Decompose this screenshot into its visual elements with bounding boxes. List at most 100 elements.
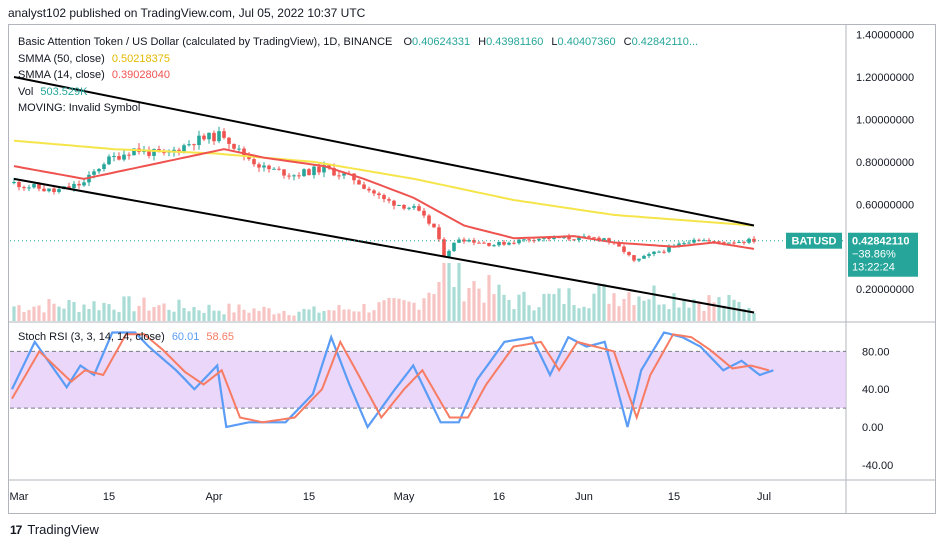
- volume-bar: [132, 311, 136, 321]
- volume-bar: [682, 299, 686, 321]
- legend-moving: MOVING: Invalid Symbol: [18, 102, 140, 114]
- price-tag-value: 0.42842110: [852, 236, 910, 248]
- price-tick-label: 1.00000000: [856, 114, 914, 126]
- time-tick-label: Mar: [10, 491, 29, 503]
- tradingview-logo-icon: 17: [10, 522, 22, 537]
- volume-bar: [192, 307, 196, 321]
- volume-bar: [687, 307, 691, 321]
- volume-bar: [147, 310, 151, 321]
- candle-body: [212, 132, 216, 142]
- candle-body: [357, 180, 361, 185]
- stoch-tick-label: 40.00: [862, 384, 890, 396]
- candle-body: [407, 207, 411, 209]
- candle-body: [607, 238, 611, 243]
- candle-body: [602, 238, 606, 241]
- volume-bar: [347, 309, 351, 321]
- volume-bar: [237, 304, 241, 321]
- volume-bar: [392, 298, 396, 321]
- candle-body: [402, 204, 406, 209]
- volume-bar: [317, 312, 321, 321]
- candle-body: [12, 181, 16, 184]
- candle-body: [227, 137, 231, 144]
- ohlc-key-c: C: [623, 36, 632, 48]
- volume-bar: [122, 296, 126, 321]
- candle-body: [152, 149, 156, 156]
- volume-bar: [507, 299, 511, 321]
- candle-body: [332, 168, 336, 176]
- candle-body: [317, 166, 321, 173]
- candle-body: [327, 164, 331, 169]
- volume-bar: [662, 304, 666, 321]
- ohlc-key-l: L: [551, 36, 558, 48]
- volume-bar: [267, 308, 271, 321]
- candle-body: [512, 242, 516, 244]
- candle-body: [292, 175, 296, 177]
- candle-body: [617, 242, 621, 247]
- candle-body: [207, 132, 211, 140]
- candle-body: [277, 168, 281, 170]
- candle-body: [72, 183, 76, 189]
- candle-body: [637, 258, 641, 261]
- candle-body: [297, 175, 301, 177]
- ohlc-value-c: 0.42842110...: [631, 36, 699, 48]
- candle-body: [47, 188, 51, 192]
- volume-bar: [737, 301, 741, 321]
- volume-bar: [532, 310, 536, 321]
- volume-bar: [292, 315, 296, 321]
- stoch-tick-label: 80.00: [862, 346, 890, 358]
- volume-bar: [707, 295, 711, 321]
- candle-body: [427, 215, 431, 224]
- candle-body: [462, 239, 466, 242]
- candle-body: [592, 237, 596, 239]
- volume-bar: [277, 313, 281, 321]
- candle-body: [717, 241, 721, 243]
- candle-body: [747, 238, 751, 243]
- volume-bar: [572, 304, 576, 321]
- stoch-d-value: 58.65: [206, 331, 234, 343]
- candle-body: [102, 164, 106, 170]
- candle-body: [682, 243, 686, 245]
- volume-bar: [397, 298, 401, 321]
- candle-body: [652, 251, 656, 255]
- candle-body: [92, 171, 96, 175]
- published-line: analyst102 published on TradingView.com,…: [8, 6, 366, 20]
- footer-brand[interactable]: 17 TradingView: [10, 522, 99, 537]
- volume-bar: [212, 310, 216, 321]
- volume-bar: [167, 309, 171, 321]
- candle-body: [702, 240, 706, 242]
- volume-bar: [617, 306, 621, 321]
- candle-body: [587, 236, 591, 238]
- volume-bar: [422, 298, 426, 321]
- candle-body: [282, 169, 286, 176]
- volume-bar: [647, 299, 651, 321]
- candle-body: [447, 250, 451, 257]
- volume-bar: [352, 311, 356, 321]
- candle-body: [397, 204, 401, 206]
- candle-body: [362, 184, 366, 189]
- volume-bar: [287, 315, 291, 321]
- volume-bar: [187, 311, 191, 321]
- candle-body: [572, 239, 576, 241]
- volume-bar: [552, 294, 556, 321]
- candle-body: [667, 246, 671, 252]
- ohlc-key-o: O: [403, 36, 413, 48]
- volume-bar: [732, 299, 736, 321]
- candle-body: [147, 149, 151, 156]
- candle-body: [217, 131, 221, 142]
- volume-bar: [547, 293, 551, 321]
- candle-body: [522, 239, 526, 241]
- volume-bar: [437, 281, 441, 321]
- candle-body: [112, 156, 116, 158]
- chart-canvas[interactable]: 1.40000000 1.20000000 1.00000000 0.80000000…: [8, 24, 936, 514]
- channel-upper-line: [13, 76, 755, 227]
- ohlc-value-o: 0.40624331: [412, 36, 471, 48]
- ohlc-key-h: H: [478, 36, 487, 48]
- candle-body: [122, 154, 126, 160]
- volume-bar: [637, 296, 641, 321]
- ohlc-values: O0.40624331 H0.43981160 L0.40407360 C0.4284…: [395, 36, 698, 48]
- candle-body: [642, 255, 646, 259]
- volume-bar: [102, 302, 106, 321]
- time-tick-label: 15: [668, 491, 680, 503]
- candle-body: [17, 181, 21, 188]
- volume-bar: [342, 309, 346, 321]
